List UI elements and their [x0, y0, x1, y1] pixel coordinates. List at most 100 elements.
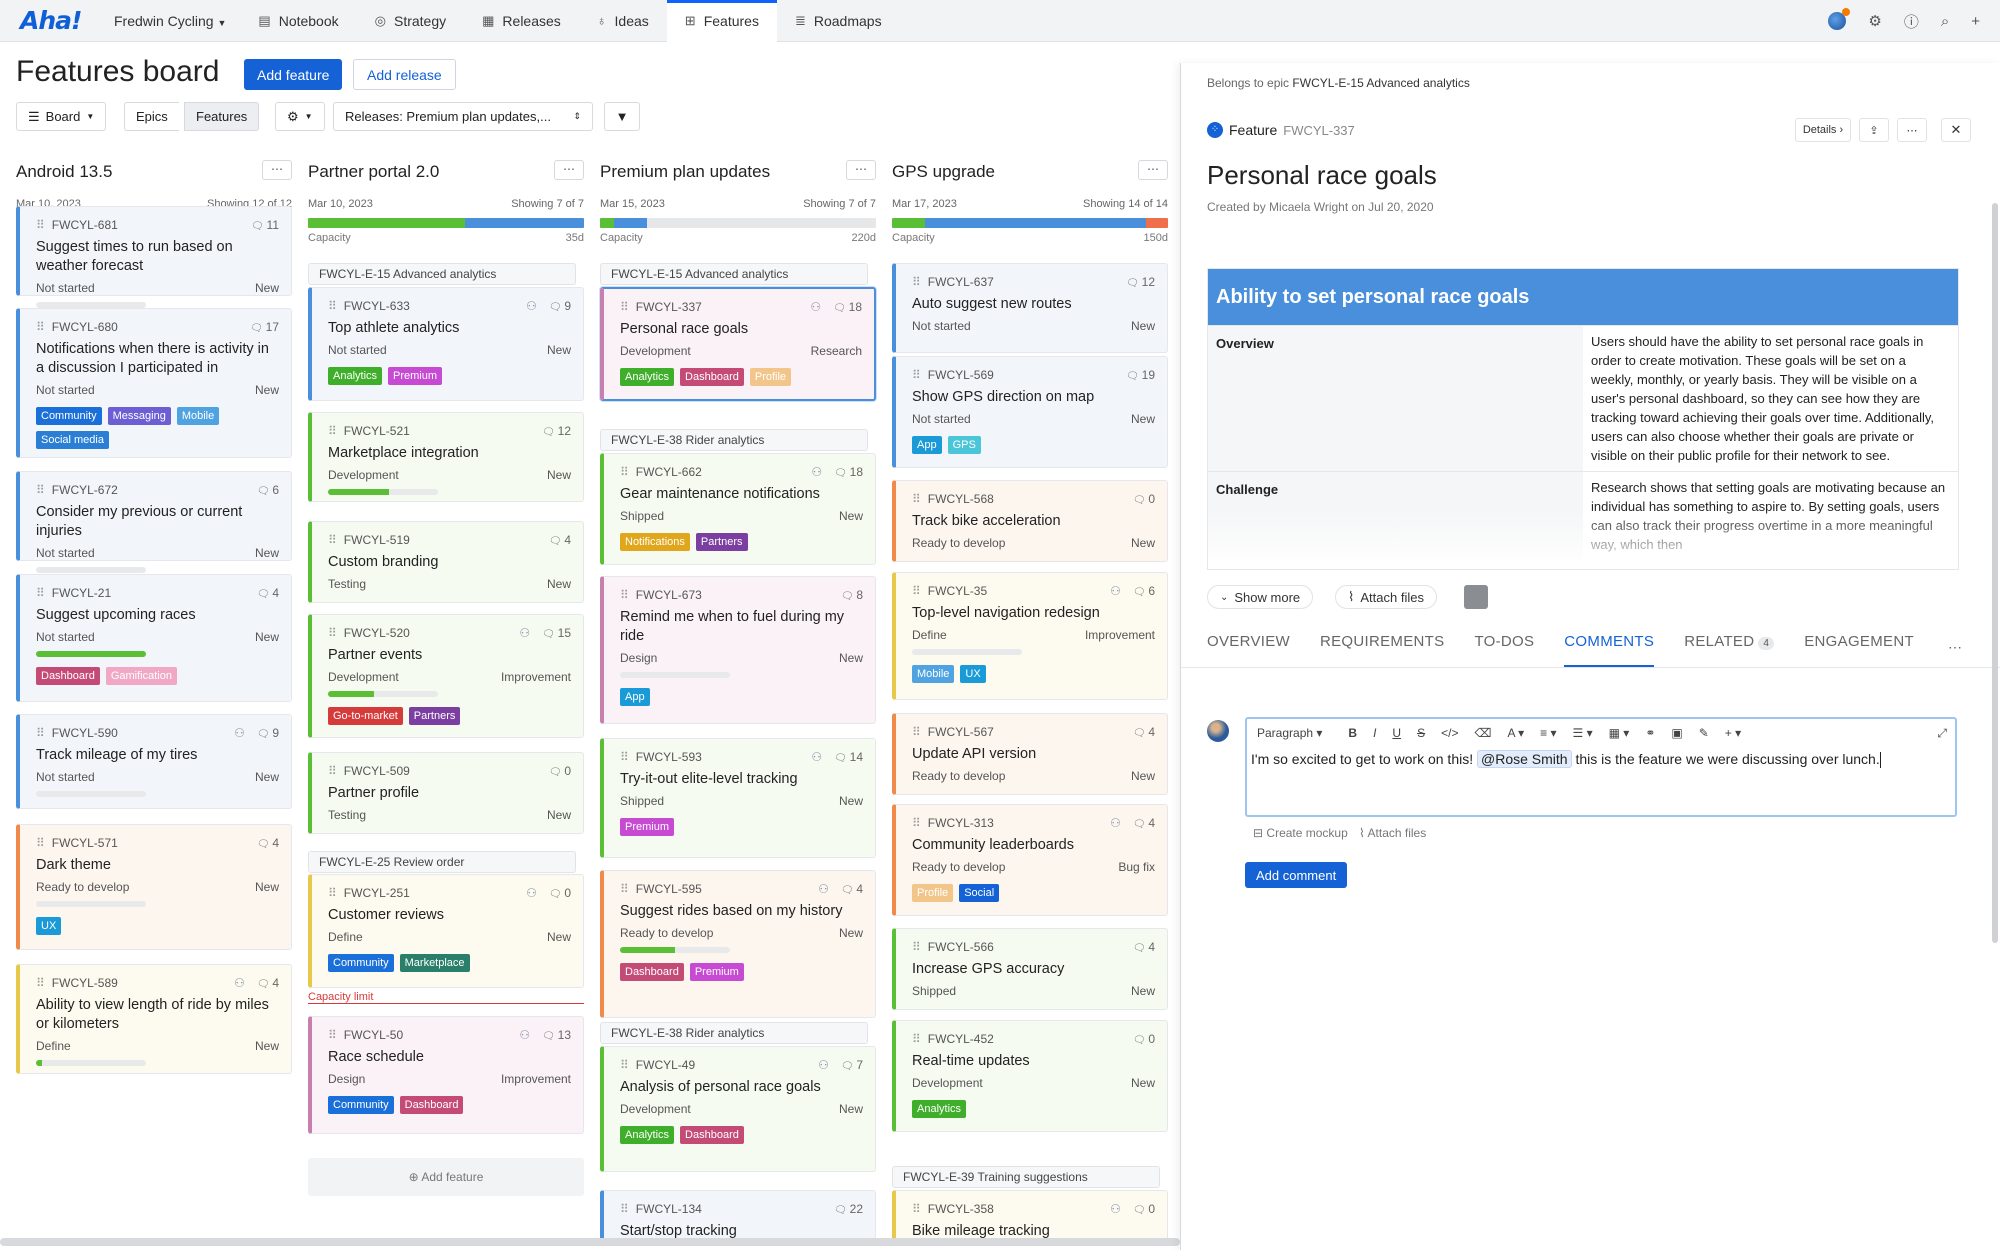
- tab-requirements[interactable]: REQUIREMENTS: [1320, 633, 1444, 667]
- align-icon[interactable]: ≡ ▾: [1540, 726, 1557, 740]
- tag-mobile[interactable]: Mobile: [176, 407, 220, 425]
- link-icon[interactable]: ⚭: [1645, 726, 1656, 740]
- feature-card[interactable]: ⠿ FWCYL-313 ⚇ 🗨 4 Community leaderboards Read…: [892, 804, 1168, 916]
- search-icon[interactable]: ⌕: [1940, 12, 1950, 30]
- tag-premium[interactable]: Premium: [689, 963, 744, 981]
- tag-social-media[interactable]: Social media: [36, 431, 109, 449]
- table-icon[interactable]: ▦ ▾: [1608, 726, 1630, 740]
- underline-icon[interactable]: U: [1392, 726, 1402, 740]
- tag-partners[interactable]: Partners: [408, 707, 461, 725]
- feature-card[interactable]: ⠿ FWCYL-35 ⚇ 🗨 6 Top-level navigation redesi…: [892, 572, 1168, 700]
- drag-handle-icon[interactable]: ⠿: [620, 465, 629, 479]
- feature-card[interactable]: ⠿ FWCYL-593 ⚇ 🗨 14 Try-it-out elite-level tr…: [600, 738, 876, 858]
- comment-editor[interactable]: Paragraph ▾ B I U S </> ⌫ A ▾ ≡ ▾ ☰ ▾ ▦ …: [1245, 717, 1957, 817]
- drag-handle-icon[interactable]: ⠿: [912, 816, 921, 830]
- insert-icon[interactable]: + ▾: [1724, 726, 1742, 740]
- more-icon[interactable]: ⋯: [1897, 118, 1927, 142]
- feature-card[interactable]: ⠿ FWCYL-50 ⚇ 🗨 13 Race schedule Design Improve…: [308, 1016, 584, 1134]
- epics-toggle[interactable]: Epics: [124, 102, 179, 131]
- drag-handle-icon[interactable]: ⠿: [328, 299, 337, 313]
- drag-handle-icon[interactable]: ⠿: [328, 764, 337, 778]
- tag-profile[interactable]: Profile: [749, 368, 792, 386]
- tag-profile[interactable]: Profile: [912, 884, 954, 902]
- drag-handle-icon[interactable]: ⠿: [328, 886, 337, 900]
- add-feature-placeholder[interactable]: ⊕ Add feature: [308, 1158, 584, 1196]
- epic-group-header[interactable]: FWCYL-E-38 Rider analytics: [600, 429, 868, 451]
- feature-card[interactable]: ⠿ FWCYL-673 🗨 8 Remind me when to fuel duri…: [600, 576, 876, 724]
- tag-community[interactable]: Community: [36, 407, 102, 425]
- drag-handle-icon[interactable]: ⠿: [36, 218, 45, 232]
- drag-handle-icon[interactable]: ⠿: [328, 1028, 337, 1042]
- column-title[interactable]: Premium plan updates: [600, 162, 771, 181]
- tab-comments[interactable]: COMMENTS: [1564, 633, 1655, 667]
- close-icon[interactable]: ✕: [1941, 118, 1971, 142]
- panel-scrollbar[interactable]: [1992, 203, 1998, 943]
- text-color-icon[interactable]: A ▾: [1507, 726, 1525, 740]
- drag-handle-icon[interactable]: ⠿: [36, 320, 45, 334]
- horizontal-scrollbar[interactable]: [0, 1238, 1180, 1246]
- epic-group-header[interactable]: FWCYL-E-38 Rider analytics: [600, 1022, 868, 1044]
- details-button[interactable]: Details ›: [1795, 118, 1851, 142]
- feature-card[interactable]: ⠿ FWCYL-680 🗨 17 Notifications when there i…: [16, 308, 292, 458]
- expand-icon[interactable]: ⤢: [1937, 725, 1947, 740]
- share-icon[interactable]: ⇪: [1859, 118, 1889, 142]
- drag-handle-icon[interactable]: ⠿: [36, 483, 45, 497]
- description[interactable]: Ability to set personal race goals Overv…: [1207, 268, 1959, 570]
- drag-handle-icon[interactable]: ⠿: [620, 882, 629, 896]
- tag-go-to-market[interactable]: Go-to-market: [328, 707, 403, 725]
- feature-card[interactable]: ⠿ FWCYL-568 🗨 0 Track bike acceleration Read…: [892, 480, 1168, 562]
- column-more-icon[interactable]: ⋯: [554, 160, 584, 180]
- tag-app[interactable]: App: [620, 688, 650, 706]
- tag-gamification[interactable]: Gamification: [105, 667, 177, 685]
- nav-item-notebook[interactable]: ▤ Notebook: [240, 0, 356, 42]
- drag-handle-icon[interactable]: ⠿: [36, 586, 45, 600]
- tab-to-dos[interactable]: TO-DOS: [1474, 633, 1534, 667]
- nav-item-releases[interactable]: ▦ Releases: [464, 0, 579, 42]
- help-icon[interactable]: ⓘ: [1903, 13, 1919, 31]
- attachment-thumbnail[interactable]: [1464, 585, 1488, 609]
- feature-card[interactable]: ⠿ FWCYL-566 🗨 4 Increase GPS accuracy Shippe…: [892, 928, 1168, 1010]
- nav-item-roadmaps[interactable]: ≣ Roadmaps: [777, 0, 900, 42]
- feature-card[interactable]: ⠿ FWCYL-358 ⚇ 🗨 0 Bike mileage tracking: [892, 1190, 1168, 1238]
- tag-premium[interactable]: Premium: [620, 818, 675, 836]
- nav-item-strategy[interactable]: ◎ Strategy: [357, 0, 464, 42]
- drag-handle-icon[interactable]: ⠿: [912, 940, 921, 954]
- drag-handle-icon[interactable]: ⠿: [912, 1202, 921, 1216]
- drag-handle-icon[interactable]: ⠿: [912, 492, 921, 506]
- feature-card[interactable]: ⠿ FWCYL-452 🗨 0 Real-time updates Developmen…: [892, 1020, 1168, 1132]
- releases-filter[interactable]: Releases: Premium plan updates,... ⇕: [333, 102, 593, 131]
- tag-dashboard[interactable]: Dashboard: [36, 667, 100, 685]
- tag-dashboard[interactable]: Dashboard: [399, 1096, 464, 1114]
- drag-handle-icon[interactable]: ⠿: [620, 300, 629, 314]
- drag-handle-icon[interactable]: ⠿: [620, 1058, 629, 1072]
- tag-mobile[interactable]: Mobile: [912, 665, 955, 683]
- add-release-button[interactable]: Add release: [353, 59, 456, 90]
- drag-handle-icon[interactable]: ⠿: [328, 533, 337, 547]
- feature-card[interactable]: ⠿ FWCYL-134 🗨 22 Start/stop tracking: [600, 1190, 876, 1238]
- filter-button[interactable]: ▼: [604, 102, 640, 131]
- drag-handle-icon[interactable]: ⠿: [912, 1032, 921, 1046]
- tag-partners[interactable]: Partners: [695, 533, 748, 551]
- feature-card[interactable]: ⠿ FWCYL-595 ⚇ 🗨 4 Suggest rides based on my …: [600, 870, 876, 1018]
- tag-gps[interactable]: GPS: [947, 436, 981, 454]
- column-title[interactable]: Android 13.5: [16, 162, 113, 181]
- feature-card[interactable]: ⠿ FWCYL-509 🗨 0 Partner profile Testing New: [308, 752, 584, 834]
- tag-community[interactable]: Community: [328, 954, 394, 972]
- column-title[interactable]: GPS upgrade: [892, 162, 996, 181]
- magic-icon[interactable]: ✎: [1698, 726, 1709, 740]
- comment-text[interactable]: I'm so excited to get to work on this! @…: [1247, 747, 1955, 772]
- drag-handle-icon[interactable]: ⠿: [912, 368, 921, 382]
- tag-ux[interactable]: UX: [36, 917, 62, 935]
- tag-analytics[interactable]: Analytics: [620, 368, 675, 386]
- feature-card[interactable]: ⠿ FWCYL-21 🗨 4 Suggest upcoming races Not st…: [16, 574, 292, 702]
- features-toggle[interactable]: Features: [184, 102, 260, 131]
- aha-logo[interactable]: Aha!: [20, 6, 82, 35]
- tag-community[interactable]: Community: [328, 1096, 394, 1114]
- feature-card[interactable]: ⠿ FWCYL-521 🗨 12 Marketplace integration Dev…: [308, 412, 584, 502]
- feature-card[interactable]: ⠿ FWCYL-672 🗨 6 Consider my previous or cur…: [16, 471, 292, 573]
- drag-handle-icon[interactable]: ⠿: [912, 725, 921, 739]
- feature-card[interactable]: ⠿ FWCYL-251 ⚇ 🗨 0 Customer reviews Define New C…: [308, 874, 584, 988]
- eraser-icon[interactable]: ⌫: [1474, 726, 1492, 740]
- drag-handle-icon[interactable]: ⠿: [36, 976, 45, 990]
- tabs-more-icon[interactable]: ⋯: [1948, 639, 1962, 655]
